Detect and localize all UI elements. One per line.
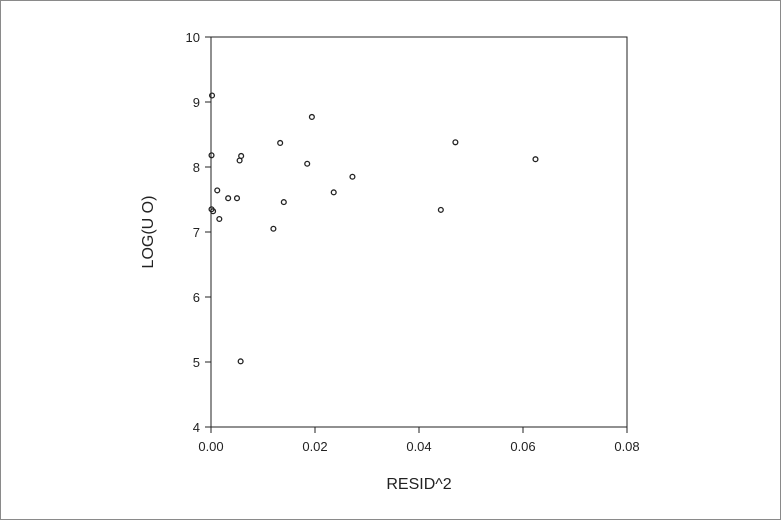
- data-point: [208, 152, 215, 159]
- x-tick-label: 0.08: [614, 439, 639, 454]
- data-point: [452, 139, 459, 146]
- data-point: [214, 187, 221, 194]
- data-point: [330, 189, 337, 196]
- data-point: [237, 358, 244, 365]
- x-tick-label: 0.04: [406, 439, 431, 454]
- data-point: [238, 152, 245, 160]
- plot-area: [210, 36, 628, 428]
- x-tick-label: 0.06: [510, 439, 535, 454]
- x-axis-title: RESID^2: [386, 476, 451, 493]
- data-point: [270, 225, 277, 232]
- x-tick-label: 0.02: [302, 439, 327, 454]
- data-point: [210, 208, 217, 215]
- data-point: [225, 195, 232, 202]
- data-point: [308, 113, 315, 120]
- data-point: [280, 199, 287, 206]
- y-tick-label: 7: [193, 225, 200, 240]
- y-tick-label: 10: [186, 30, 200, 45]
- data-point: [233, 195, 241, 202]
- y-tick-label: 6: [193, 290, 200, 305]
- data-point: [532, 156, 539, 163]
- data-point: [349, 173, 356, 180]
- y-tick-label: 4: [193, 420, 200, 435]
- y-tick-label: 5: [193, 355, 200, 370]
- data-point: [304, 160, 311, 167]
- x-axis: 0.00 0.02 0.04 0.06 0.08: [198, 427, 640, 454]
- data-points: [208, 92, 539, 365]
- x-tick-label: 0.00: [198, 439, 223, 454]
- y-axis: 4 5 6 7 8 9 10: [186, 30, 211, 435]
- data-point: [437, 206, 444, 213]
- y-tick-label: 8: [193, 160, 200, 175]
- data-point: [216, 215, 223, 223]
- data-point: [277, 139, 284, 147]
- y-axis-title: LOG(U O): [140, 196, 157, 269]
- data-point: [208, 92, 216, 99]
- y-tick-label: 9: [193, 95, 200, 110]
